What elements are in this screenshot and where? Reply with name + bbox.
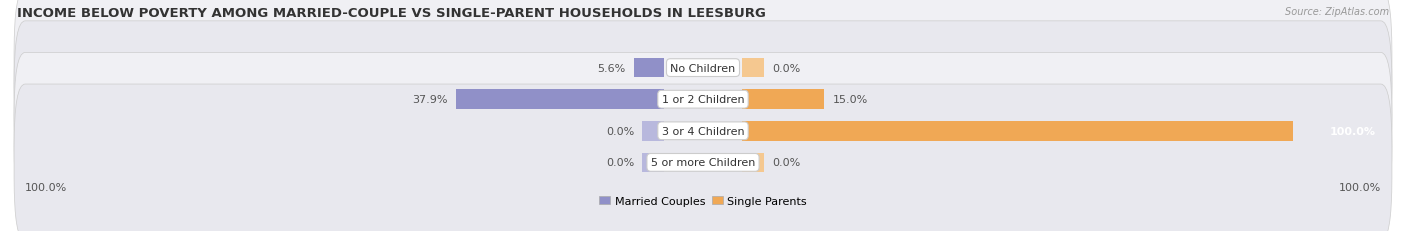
Text: Source: ZipAtlas.com: Source: ZipAtlas.com	[1285, 7, 1389, 17]
Text: 100.0%: 100.0%	[25, 182, 67, 192]
FancyBboxPatch shape	[14, 53, 1392, 209]
Text: 3 or 4 Children: 3 or 4 Children	[662, 126, 744, 136]
Text: No Children: No Children	[671, 63, 735, 73]
Text: 100.0%: 100.0%	[1330, 126, 1375, 136]
Text: 1 or 2 Children: 1 or 2 Children	[662, 95, 744, 105]
FancyBboxPatch shape	[14, 22, 1392, 178]
Bar	[643, 153, 665, 172]
Legend: Married Couples, Single Parents: Married Couples, Single Parents	[595, 191, 811, 210]
Bar	[741, 90, 824, 109]
Text: 0.0%: 0.0%	[772, 158, 800, 168]
Bar	[634, 59, 665, 78]
Bar	[456, 90, 665, 109]
Bar	[741, 153, 763, 172]
Text: 5 or more Children: 5 or more Children	[651, 158, 755, 168]
FancyBboxPatch shape	[14, 0, 1392, 146]
Text: 0.0%: 0.0%	[606, 126, 634, 136]
Bar	[741, 59, 763, 78]
Text: INCOME BELOW POVERTY AMONG MARRIED-COUPLE VS SINGLE-PARENT HOUSEHOLDS IN LEESBUR: INCOME BELOW POVERTY AMONG MARRIED-COUPL…	[17, 7, 766, 20]
Text: 100.0%: 100.0%	[1339, 182, 1381, 192]
Text: 0.0%: 0.0%	[772, 63, 800, 73]
Bar	[741, 122, 1292, 141]
Text: 37.9%: 37.9%	[412, 95, 447, 105]
FancyBboxPatch shape	[14, 85, 1392, 231]
Bar	[643, 122, 665, 141]
Text: 5.6%: 5.6%	[598, 63, 626, 73]
Text: 15.0%: 15.0%	[832, 95, 868, 105]
Text: 0.0%: 0.0%	[606, 158, 634, 168]
